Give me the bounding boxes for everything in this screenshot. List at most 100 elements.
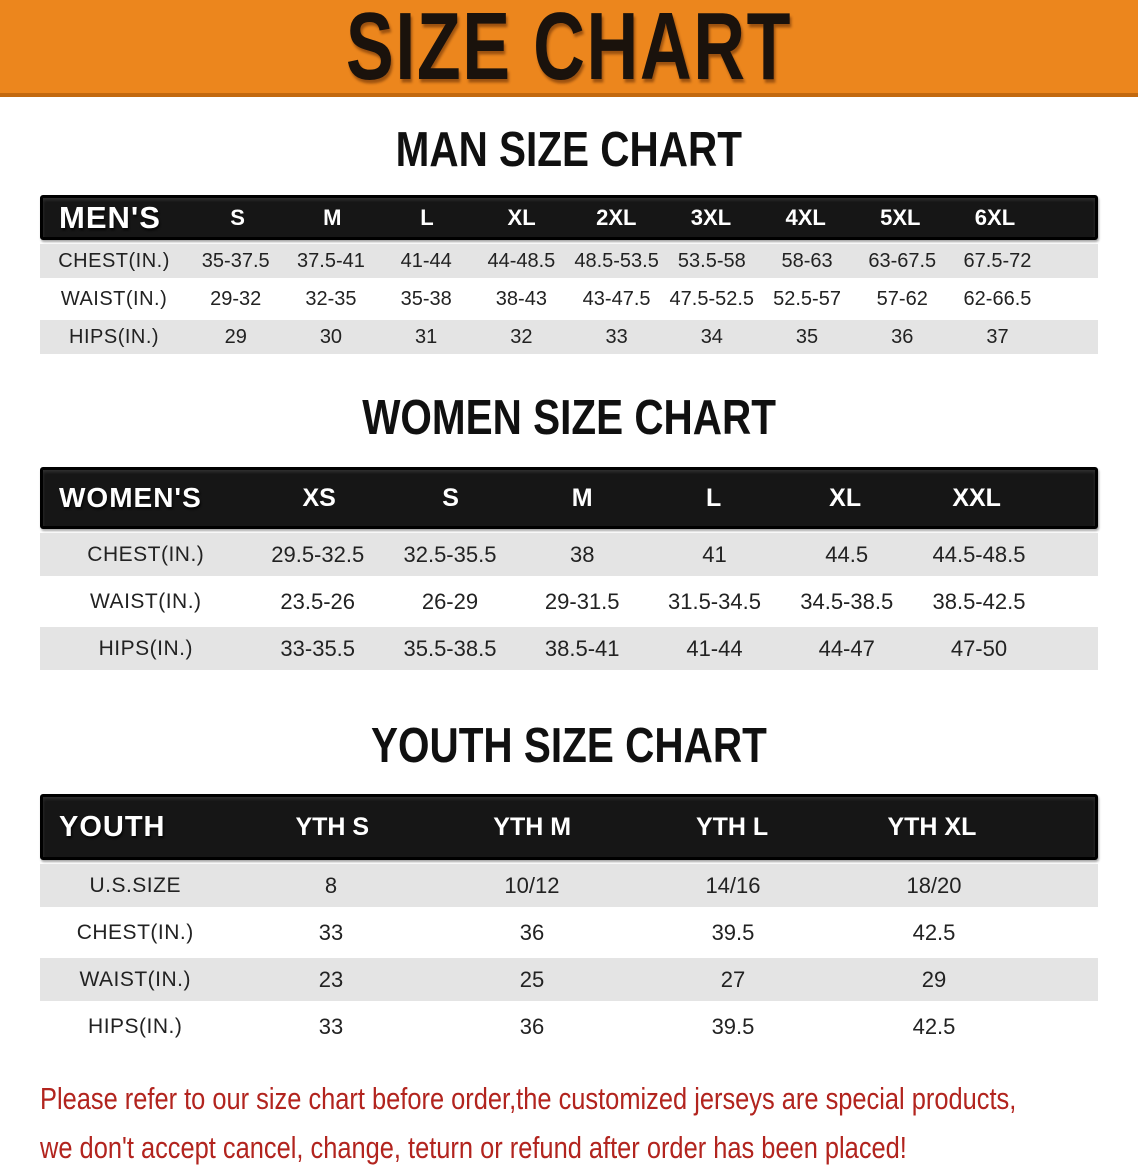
men-size-header: M (323, 204, 342, 230)
men-size-header: 2XL (596, 204, 637, 230)
women-hips-row: HIPS(IN.) 33-35.5 35.5-38.5 38.5-41 41-4… (40, 627, 1098, 670)
size-value-cell: 31.5-34.5 (667, 588, 761, 614)
size-value-cell: 37 (986, 325, 1009, 348)
youth-size-table: YOUTH YTH S YTH M YTH L YTH XL U.S.SIZE … (40, 794, 1098, 1048)
size-value-cell: 26-29 (421, 588, 479, 614)
men-section-heading: MAN SIZE CHART (0, 121, 1138, 177)
size-value-cell: 41 (702, 541, 727, 567)
women-size-table: WOMEN'S XS S M L XL XXL CHEST(IN.) 29.5-… (40, 467, 1098, 670)
size-value-cell: 44-47 (818, 635, 875, 661)
women-size-header: S (442, 483, 459, 512)
size-value-cell: 27 (720, 966, 746, 992)
youth-corner-label: YOUTH (59, 810, 166, 843)
size-value-cell: 42.5 (912, 919, 956, 945)
size-value-cell: 58-63 (781, 249, 833, 272)
youth-size-header: YTH S (295, 812, 370, 841)
size-value-cell: 39.5 (711, 919, 755, 945)
row-label: WAIST(IN.) (90, 589, 202, 613)
row-label: WAIST(IN.) (60, 287, 168, 310)
men-size-header: 5XL (880, 204, 921, 230)
size-value-cell: 32.5-35.5 (403, 541, 497, 567)
size-value-cell: 44-48.5 (487, 249, 556, 272)
size-value-cell: 52.5-57 (773, 287, 841, 310)
row-label: HIPS(IN.) (88, 1014, 183, 1038)
women-table-header: WOMEN'S XS S M L XL XXL (40, 467, 1098, 529)
size-value-cell: 29-31.5 (544, 588, 620, 614)
size-value-cell: 29 (224, 325, 247, 348)
size-value-cell: 30 (319, 325, 343, 348)
women-corner-label: WOMEN'S (59, 482, 202, 513)
size-value-cell: 44.5-48.5 (932, 541, 1026, 567)
size-value-cell: 33 (318, 919, 344, 945)
size-value-cell: 35.5-38.5 (403, 635, 497, 661)
size-value-cell: 47.5-52.5 (669, 287, 755, 310)
youth-ussize-row: U.S.SIZE 8 10/12 14/16 18/20 (40, 864, 1098, 907)
footer-note-line-1: Please refer to our size chart before or… (40, 1081, 1017, 1116)
size-value-cell: 10/12 (504, 872, 560, 898)
row-label: CHEST(IN.) (76, 920, 194, 944)
size-value-cell: 23 (318, 966, 344, 992)
size-value-cell: 34.5-38.5 (800, 588, 894, 614)
size-value-cell: 33-35.5 (280, 635, 356, 661)
women-section-heading: WOMEN SIZE CHART (0, 389, 1138, 445)
size-value-cell: 14/16 (705, 872, 761, 898)
size-value-cell: 34 (700, 325, 723, 348)
size-value-cell: 25 (519, 966, 545, 992)
footer-note-line-2: we don't accept cancel, change, teturn o… (40, 1130, 907, 1165)
size-value-cell: 38.5-41 (544, 635, 620, 661)
size-value-cell: 29-32 (210, 287, 262, 310)
youth-heading-text: YOUTH SIZE CHART (371, 717, 767, 773)
row-label: CHEST(IN.) (87, 542, 205, 566)
size-value-cell: 53.5-58 (677, 249, 746, 272)
row-label: CHEST(IN.) (58, 249, 170, 272)
size-value-cell: 31 (415, 325, 438, 348)
size-value-cell: 47-50 (950, 635, 1008, 661)
youth-waist-row: WAIST(IN.) 23 25 27 29 (40, 958, 1098, 1001)
men-size-header: L (420, 204, 434, 230)
women-size-header: XS (302, 483, 336, 512)
size-value-cell: 67.5-72 (963, 249, 1032, 272)
men-size-header: 3XL (690, 204, 732, 230)
women-size-header: L (706, 483, 722, 512)
size-value-cell: 41-44 (400, 249, 452, 272)
size-value-cell: 33 (605, 325, 628, 348)
size-value-cell: 36 (519, 1013, 545, 1039)
size-value-cell: 39.5 (711, 1013, 755, 1039)
size-value-cell: 42.5 (912, 1013, 956, 1039)
women-heading-text: WOMEN SIZE CHART (362, 389, 776, 445)
row-label: HIPS(IN.) (69, 325, 160, 348)
men-size-header: 6XL (974, 204, 1016, 230)
men-heading-text: MAN SIZE CHART (395, 121, 743, 177)
youth-size-header: YTH L (695, 812, 769, 841)
women-chest-row: CHEST(IN.) 29.5-32.5 32.5-35.5 38 41 44.… (40, 533, 1098, 576)
men-corner-label: MEN'S (59, 199, 161, 235)
row-label: U.S.SIZE (89, 873, 181, 897)
men-waist-row: WAIST(IN.) 29-32 32-35 35-38 38-43 43-47… (40, 282, 1098, 316)
women-size-header: XXL (952, 483, 1001, 512)
footer-note: Please refer to our size chart before or… (40, 1074, 1138, 1172)
row-label: HIPS(IN.) (98, 636, 193, 660)
youth-size-header: YTH XL (887, 812, 977, 841)
youth-hips-row: HIPS(IN.) 33 36 39.5 42.5 (40, 1005, 1098, 1048)
size-value-cell: 33 (318, 1013, 344, 1039)
youth-chest-row: CHEST(IN.) 33 36 39.5 42.5 (40, 911, 1098, 954)
men-size-header: 4XL (785, 204, 826, 230)
youth-size-header: YTH M (493, 812, 572, 841)
youth-table-header: YOUTH YTH S YTH M YTH L YTH XL (40, 794, 1098, 860)
size-value-cell: 63-67.5 (868, 249, 937, 272)
title-banner: SIZE CHART (0, 0, 1138, 97)
size-value-cell: 18/20 (906, 872, 962, 898)
size-value-cell: 62-66.5 (963, 287, 1032, 310)
row-label: WAIST(IN.) (79, 967, 191, 991)
men-chest-row: CHEST(IN.) 35-37.5 37.5-41 41-44 44-48.5… (40, 244, 1098, 278)
size-value-cell: 29.5-32.5 (271, 541, 365, 567)
size-value-cell: 35-37.5 (201, 249, 270, 272)
women-waist-row: WAIST(IN.) 23.5-26 26-29 29-31.5 31.5-34… (40, 580, 1098, 623)
size-value-cell: 38.5-42.5 (932, 588, 1026, 614)
size-value-cell: 37.5-41 (297, 249, 365, 272)
size-value-cell: 36 (891, 325, 914, 348)
men-size-table: MEN'S S M L XL 2XL 3XL 4XL 5XL 6XL CHEST… (40, 195, 1098, 354)
size-value-cell: 29 (921, 966, 947, 992)
size-value-cell: 36 (519, 919, 545, 945)
size-value-cell: 48.5-53.5 (574, 249, 659, 272)
